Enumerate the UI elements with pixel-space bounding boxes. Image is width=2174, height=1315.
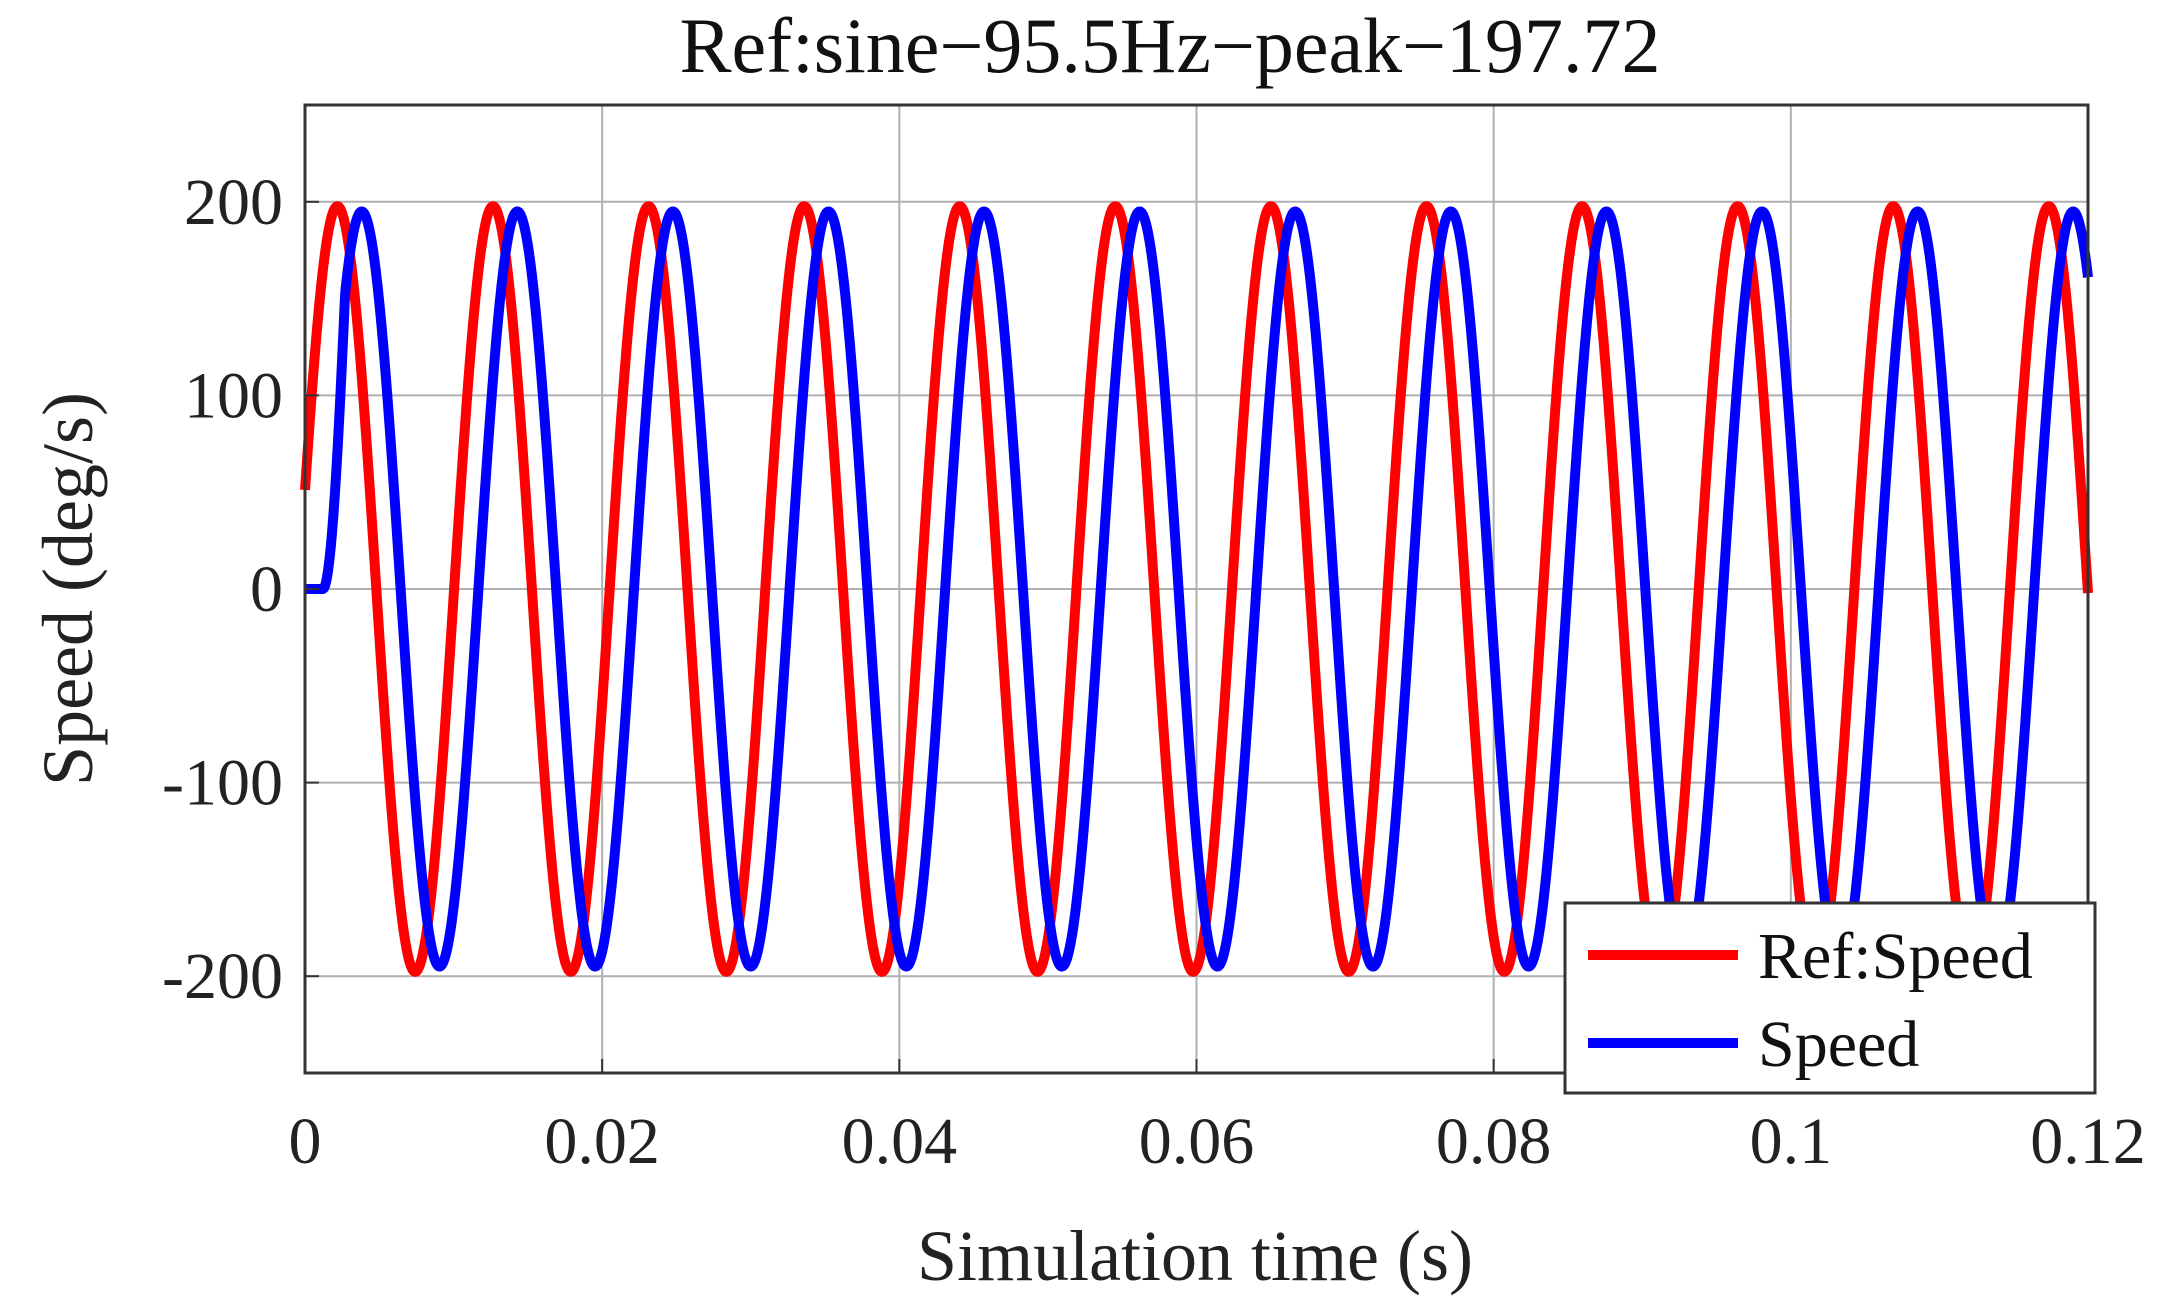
legend: Ref:Speed Speed bbox=[1563, 901, 2097, 1095]
x-axis-label: Simulation time (s) bbox=[917, 1216, 1473, 1296]
y-axis-ticks: 200 100 0 -100 -200 bbox=[162, 166, 319, 1013]
x-tick-label: 0.06 bbox=[1139, 1105, 1255, 1178]
y-tick-label: 0 bbox=[250, 553, 283, 626]
chart-title: Ref:sine−95.5Hz−peak−197.72 bbox=[679, 2, 1660, 89]
series-line-ref-speed bbox=[300, 201, 2093, 977]
legend-label-speed: Speed bbox=[1758, 1008, 1919, 1081]
y-tick-label: 200 bbox=[184, 166, 283, 239]
y-tick-label: -100 bbox=[162, 747, 283, 820]
series-line-speed bbox=[300, 206, 2093, 972]
y-axis-label: Speed (deg/s) bbox=[28, 392, 108, 786]
x-tick-label: 0.04 bbox=[842, 1105, 958, 1178]
x-tick-label: 0.1 bbox=[1750, 1105, 1833, 1178]
x-tick-label: 0.02 bbox=[544, 1105, 660, 1178]
x-axis-ticks: 0 0.02 0.04 0.06 0.08 0.1 0.12 bbox=[289, 1059, 2146, 1178]
y-tick-label: -200 bbox=[162, 940, 283, 1013]
x-tick-label: 0 bbox=[289, 1105, 322, 1178]
x-tick-label: 0.08 bbox=[1436, 1105, 1552, 1178]
legend-box bbox=[1563, 901, 2097, 1095]
plot-area bbox=[300, 201, 2093, 977]
x-tick-label: 0.12 bbox=[2030, 1105, 2146, 1178]
legend-label-ref-speed: Ref:Speed bbox=[1758, 920, 2033, 993]
y-tick-label: 100 bbox=[184, 359, 283, 432]
